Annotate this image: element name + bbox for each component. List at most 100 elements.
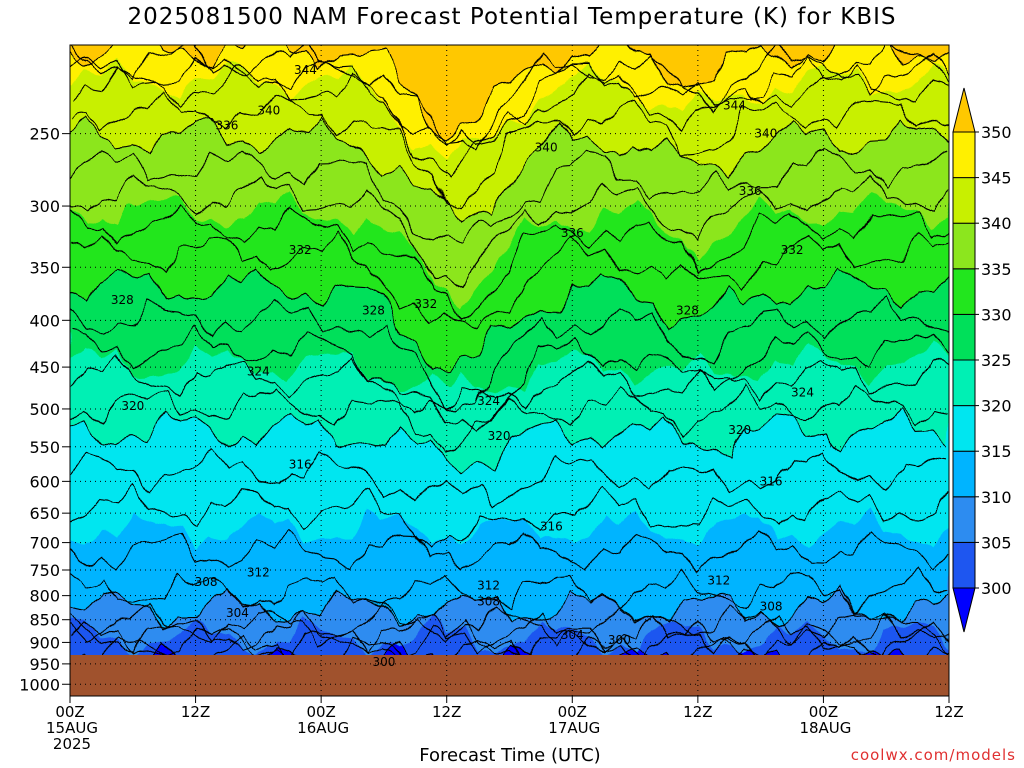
contour-label: 304 [561, 628, 584, 642]
contour-label: 320 [728, 423, 751, 437]
contour-label: 344 [723, 99, 746, 113]
contour-332 [70, 232, 949, 328]
contour-label: 344 [294, 63, 317, 77]
colorbar-swatch-330 [952, 268, 976, 315]
contour-label: 336 [739, 184, 762, 198]
contour-342 [70, 89, 949, 207]
y-tick-label: 400 [29, 311, 60, 330]
colorbar-extend-low [952, 587, 976, 633]
contour-316 [70, 484, 949, 550]
contour-label: 328 [111, 293, 134, 307]
contour-label: 320 [488, 429, 511, 443]
x-tick-label: 18AUG [799, 719, 851, 737]
contour-label: 316 [540, 519, 563, 533]
y-tick-label: 600 [29, 472, 60, 491]
colorbar-label: 310 [981, 488, 1012, 507]
colorbar-swatch-305 [952, 496, 976, 543]
contour-label: 324 [247, 364, 270, 378]
y-tick-label: 650 [29, 504, 60, 523]
colorbar-label: 335 [981, 260, 1012, 279]
colorbar-swatch-325 [952, 313, 976, 361]
y-tick-label: 450 [29, 358, 60, 377]
y-axis: 250 300 350 400 450 500 550 600 650 700 750 800 850 9… [19, 125, 70, 694]
colorbar-swatch-310 [952, 450, 976, 498]
colorbar-label: 350 [981, 123, 1012, 142]
contour-label: 324 [791, 386, 814, 400]
x-tick-label: 12Z [934, 703, 963, 721]
colorbar: 300 305 310 315 320 325 330 335 340 345 350 [952, 87, 1012, 633]
y-tick-label: 850 [29, 611, 60, 630]
contour-312 [70, 568, 949, 613]
x-tick-label: 2025 [53, 735, 91, 753]
x-tick-label: 00Z [55, 703, 84, 721]
x-tick-label: 12Z [683, 703, 712, 721]
y-tick-label: 500 [29, 400, 60, 419]
contour-304 [70, 619, 949, 665]
contour-label: 340 [535, 141, 558, 155]
contour-label: 308 [760, 599, 783, 613]
colorbar-label: 325 [981, 351, 1012, 370]
colorbar-label: 305 [981, 533, 1012, 552]
contour-344 [70, 65, 949, 178]
x-tick-label: 00Z [809, 703, 838, 721]
contour-label: 340 [754, 127, 777, 141]
x-tick-label: 16AUG [297, 719, 349, 737]
colorbar-label: 340 [981, 214, 1012, 233]
x-tick-label: 00Z [306, 703, 335, 721]
contour-label: 340 [257, 104, 280, 118]
ground-below-surface [70, 655, 949, 696]
contour-label: 312 [707, 573, 730, 587]
y-tick-label: 550 [29, 438, 60, 457]
y-tick-label: 300 [29, 197, 60, 216]
y-tick-label: 350 [29, 258, 60, 277]
contour-334 [70, 202, 949, 319]
colorbar-label: 330 [981, 305, 1012, 324]
contour-label: 308 [477, 595, 500, 609]
contour-label: 324 [477, 394, 500, 408]
contour-340 [70, 115, 949, 221]
contour-322 [70, 383, 949, 453]
chart-title: 2025081500 NAM Forecast Potential Temper… [127, 4, 897, 30]
contour-338 [70, 146, 949, 243]
contour-labels: 344 340 336 340 344 340 336 336 332 332 328 328 332 3… [111, 63, 814, 669]
contour-330 [70, 266, 949, 373]
x-axis-title: Forecast Time (UTC) [419, 745, 601, 766]
y-tick-label: 750 [29, 561, 60, 580]
colorbar-label: 320 [981, 397, 1012, 416]
contour-label: 316 [760, 474, 783, 488]
band-350 [70, 45, 949, 141]
contour-label: 300 [372, 655, 395, 669]
contour-308 [70, 602, 949, 647]
contour-336 [70, 173, 949, 290]
contour-320 [70, 408, 949, 474]
contour-label: 328 [676, 303, 699, 317]
contour-label: 328 [362, 303, 385, 317]
colorbar-label: 315 [981, 442, 1012, 461]
colorbar-extend-high [952, 87, 976, 133]
y-tick-label: 950 [29, 655, 60, 674]
contour-326 [70, 326, 949, 436]
colorbar-swatch-340 [952, 177, 976, 224]
y-tick-label: 800 [29, 587, 60, 606]
colorbar-label: 345 [981, 169, 1012, 188]
contour-label: 332 [781, 243, 804, 257]
colorbar-swatch-335 [952, 222, 976, 270]
contour-label: 336 [561, 226, 584, 240]
colorbar-swatch-300 [952, 541, 976, 589]
y-tick-label: 900 [29, 633, 60, 652]
contour-318 [70, 448, 949, 507]
x-tick-label: 00Z [558, 703, 587, 721]
colorbar-swatch-345 [952, 131, 976, 179]
contour-306 [70, 610, 949, 656]
contour-label: 320 [121, 399, 144, 413]
x-tick-label: 15AUG [46, 719, 98, 737]
contour-label: 336 [216, 119, 239, 133]
contour-label: 304 [226, 606, 249, 620]
credit-link[interactable]: coolwx.com/models [850, 746, 1016, 764]
contour-label: 312 [247, 566, 270, 580]
contour-350 [70, 45, 949, 142]
y-tick-label: 250 [29, 125, 60, 144]
